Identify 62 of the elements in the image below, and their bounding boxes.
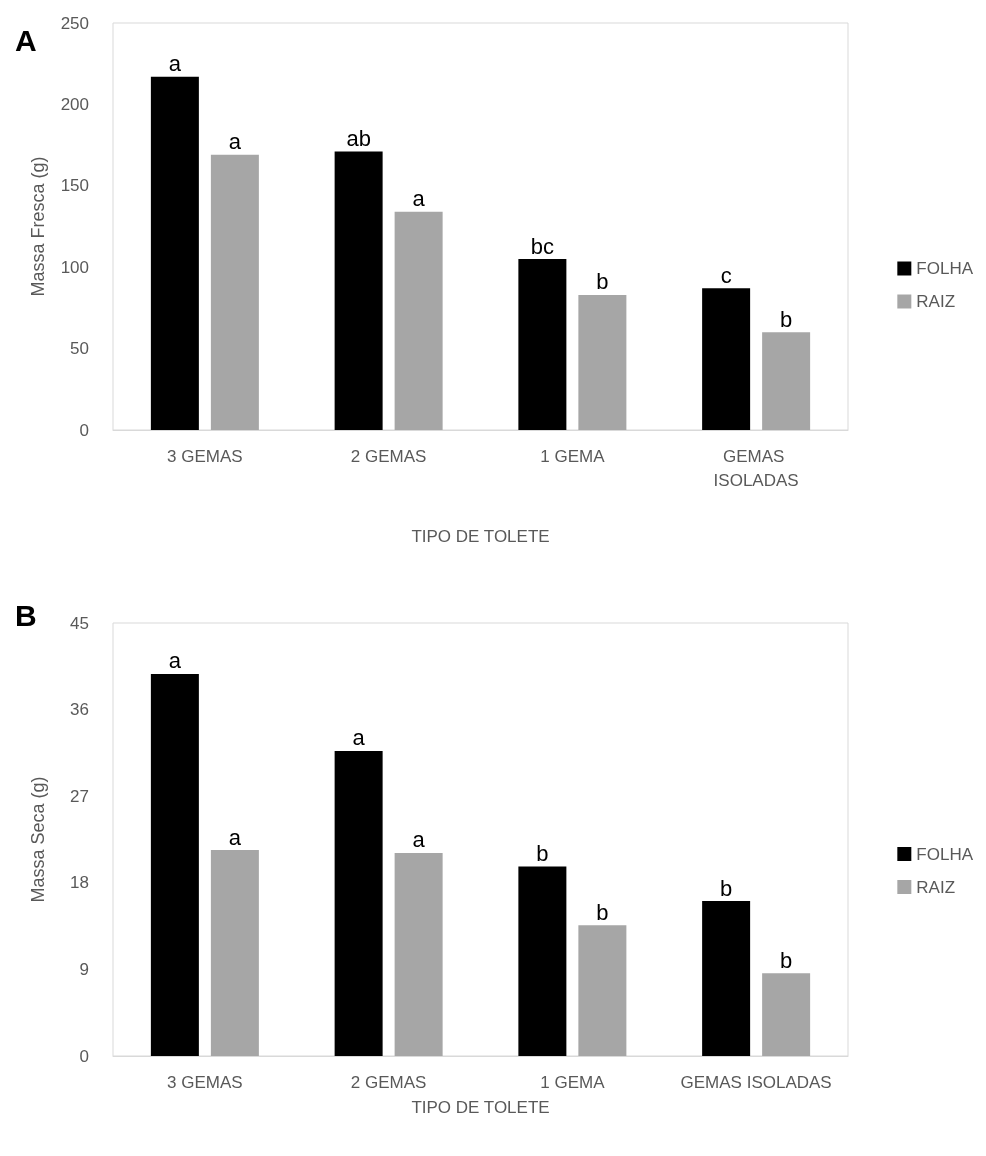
y-tick-label: 45	[70, 613, 89, 633]
y-tick-label: 9	[79, 959, 89, 979]
data-label: b	[536, 840, 549, 866]
data-label: a	[168, 51, 182, 77]
y-axis-title: Massa Fresca (g)	[28, 156, 48, 297]
x-tick-label: 1 GEMA	[540, 446, 606, 466]
bar	[762, 973, 811, 1056]
chart-title: A	[15, 23, 37, 57]
x-tick-label: 2 GEMAS	[350, 446, 427, 466]
x-tick-label: GEMAS ISOLADAS	[680, 1072, 832, 1092]
data-label: c	[720, 262, 732, 288]
bar	[210, 850, 259, 1056]
bar	[518, 866, 567, 1056]
legend-label: FOLHA	[916, 844, 974, 864]
data-label: a	[352, 725, 366, 751]
data-label: b	[780, 306, 793, 332]
chart-title: B	[15, 598, 37, 632]
data-label: bc	[530, 233, 554, 259]
bar	[150, 76, 199, 430]
data-label: b	[596, 269, 609, 295]
bar	[702, 288, 751, 430]
bar	[578, 294, 627, 430]
x-tick-label: 2 GEMAS	[350, 1072, 427, 1092]
data-label: a	[412, 186, 426, 212]
y-tick-label: 0	[79, 1046, 89, 1066]
data-label: b	[720, 875, 733, 901]
y-tick-label: 18	[70, 873, 89, 893]
data-label: b	[780, 947, 793, 973]
x-axis-title: TIPO DE TOLETE	[411, 1097, 550, 1117]
bar	[518, 259, 567, 430]
data-label: a	[412, 827, 426, 853]
x-tick-label: 3 GEMAS	[167, 446, 243, 466]
data-label: a	[228, 129, 242, 155]
data-label: b	[596, 899, 609, 925]
data-label: a	[168, 648, 182, 674]
x-tick-label: 1 GEMA	[540, 1072, 606, 1092]
legend-label: RAIZ	[916, 292, 956, 311]
bar	[334, 151, 383, 430]
legend-label: FOLHA	[916, 259, 974, 278]
bar	[334, 750, 383, 1056]
legend-label: RAIZ	[916, 877, 956, 897]
bar	[394, 852, 443, 1056]
y-tick-label: 0	[79, 420, 89, 440]
y-tick-label: 200	[60, 94, 89, 114]
bar	[394, 211, 443, 430]
bar	[702, 901, 751, 1056]
data-label: ab	[346, 126, 371, 152]
x-axis-title: TIPO DE TOLETE	[411, 527, 550, 546]
bar	[762, 332, 811, 430]
x-tick-label: GEMAS ISOLADAS	[713, 446, 799, 490]
bar	[150, 674, 199, 1056]
y-tick-label: 50	[70, 339, 89, 359]
y-axis-title: Massa Seca (g)	[28, 776, 48, 903]
x-tick-label: 3 GEMAS	[167, 1072, 243, 1092]
y-tick-label: 100	[60, 257, 89, 277]
y-tick-label: 150	[60, 176, 89, 196]
y-tick-label: 27	[70, 786, 89, 806]
y-tick-label: 250	[60, 13, 89, 33]
data-label: a	[228, 824, 242, 850]
bar	[578, 925, 627, 1056]
y-tick-label: 36	[70, 700, 89, 720]
bar	[210, 154, 259, 430]
